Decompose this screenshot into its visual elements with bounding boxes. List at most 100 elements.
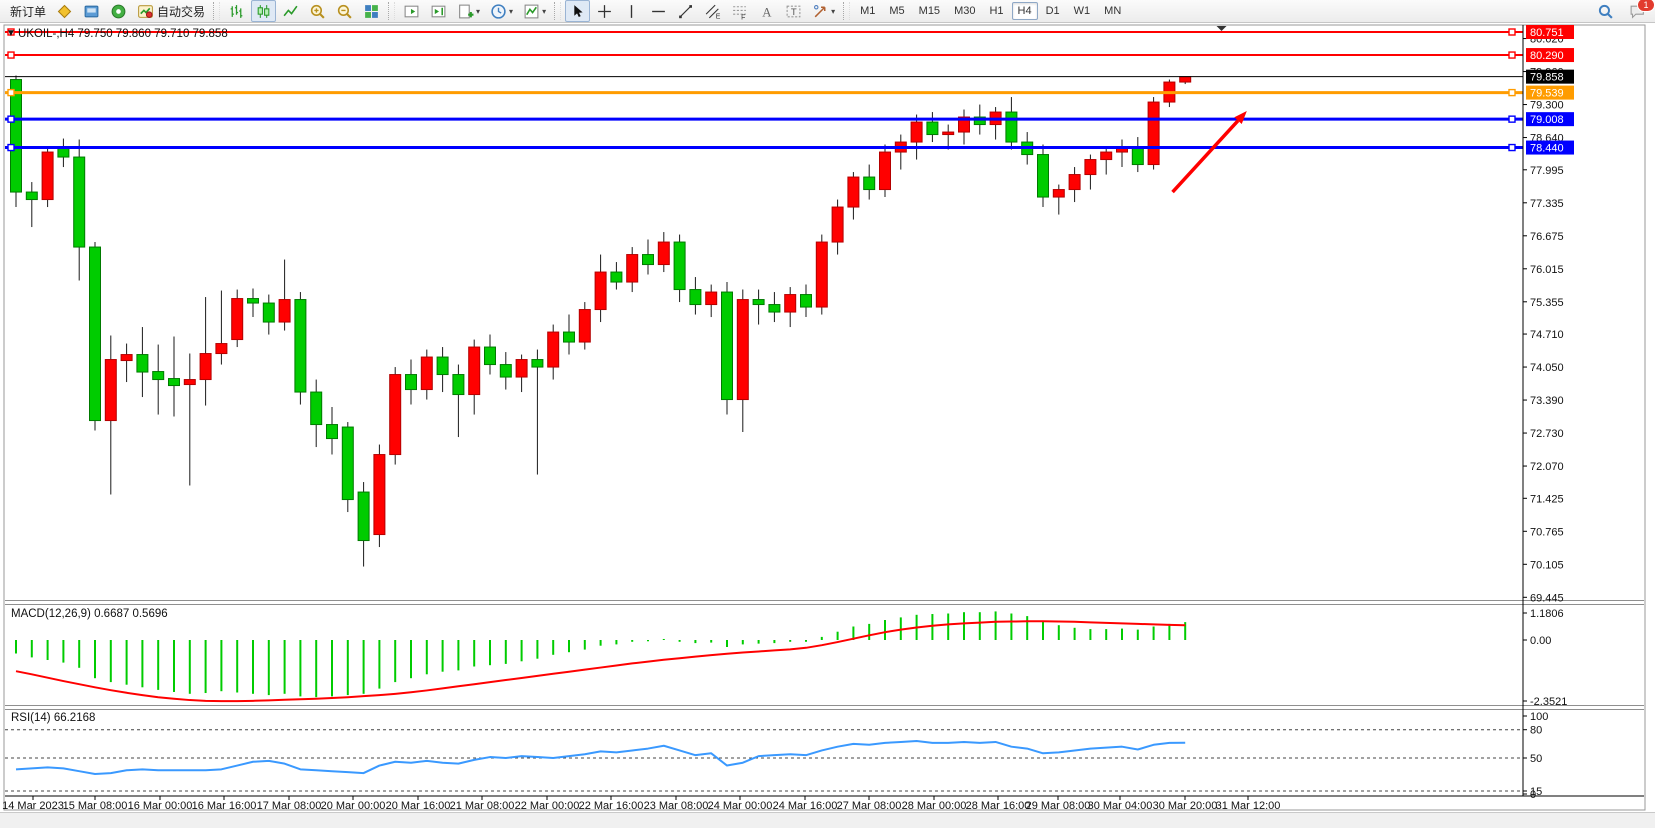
time-tick-label: 23 Mar 08:00 [644, 800, 709, 812]
line-handle[interactable] [7, 115, 15, 123]
line-handle[interactable] [7, 88, 15, 97]
candle-body [768, 304, 781, 313]
price-tick-label: 70.765 [1530, 526, 1564, 538]
symbol-dropdown-icon[interactable]: ▼ [6, 28, 16, 39]
time-tick-label: 24 Mar 16:00 [773, 800, 838, 812]
rsi-tick-label: 80 [1530, 725, 1542, 737]
vertical-line-button[interactable] [619, 0, 644, 22]
price-badge [1526, 85, 1574, 100]
line-handle[interactable] [1508, 88, 1516, 97]
timeframe-button-m1[interactable]: M1 [860, 5, 876, 17]
price-badge-label: 80.290 [1530, 50, 1564, 62]
line-handle[interactable] [1508, 115, 1516, 123]
line-handle[interactable] [1508, 28, 1516, 36]
text-button[interactable]: A [754, 0, 779, 22]
timeframe-button-mn[interactable]: MN [1104, 5, 1122, 17]
tile-windows-button[interactable] [359, 0, 384, 22]
shapes-button[interactable]: ▾ [808, 0, 839, 22]
candle-body [1052, 189, 1065, 198]
trend-arrow[interactable] [1171, 119, 1240, 194]
price-tick-label: 77.995 [1530, 165, 1564, 177]
candle-body [57, 148, 70, 158]
time-tick-label: 16 Mar 16:00 [192, 800, 257, 812]
candle-body [926, 121, 939, 136]
timeframe-button-m5[interactable]: M5 [889, 5, 905, 17]
candle-body [152, 371, 165, 381]
line-handle[interactable] [7, 28, 15, 36]
chart-canvas[interactable]: 80.62079.96079.30078.64077.99577.33576.6… [0, 23, 1655, 813]
timeframe-button-d1[interactable]: D1 [1045, 5, 1060, 17]
chart-shift-button[interactable] [426, 0, 451, 22]
chevron-down-icon[interactable]: ▾ [542, 6, 547, 16]
candle-body [1147, 101, 1160, 166]
notification-badge: 1 [1637, 0, 1655, 12]
candle-body [1037, 154, 1049, 198]
chat-button[interactable]: 1 [1625, 0, 1655, 23]
line-handle[interactable] [7, 143, 15, 152]
periods-button[interactable]: ▾ [486, 0, 517, 22]
search-button[interactable] [1593, 1, 1618, 23]
candle-body [815, 241, 828, 308]
profiles-button[interactable] [79, 0, 104, 22]
crosshair-button[interactable] [592, 0, 617, 22]
candle-body [705, 291, 718, 306]
bar-chart-type-button[interactable] [224, 0, 249, 22]
time-tick-label: 31 Mar 12:00 [1216, 800, 1281, 812]
candle-body [515, 359, 528, 378]
zoom-out-icon [337, 4, 352, 19]
indicators-button[interactable]: ▾ [519, 0, 550, 22]
candle-body [373, 454, 386, 536]
crosshair-icon [598, 4, 611, 18]
timeframe-button-h4[interactable]: H4 [1011, 2, 1038, 20]
price-tick-label: 76.015 [1530, 264, 1564, 276]
indicators-icon [524, 4, 539, 18]
timeframe-button-w1[interactable]: W1 [1073, 5, 1091, 17]
line-handle[interactable] [1508, 51, 1516, 59]
signals-button[interactable] [106, 0, 131, 22]
channel-button[interactable]: E [700, 0, 725, 22]
price-tick-label: 74.050 [1530, 362, 1564, 374]
new-chart-button[interactable]: ▾ [453, 0, 484, 22]
cube-icon [57, 4, 72, 18]
trend-arrow-head [1234, 111, 1247, 125]
zoom-out-button[interactable] [332, 0, 357, 22]
autotrade-button[interactable]: 自动交易 [133, 0, 209, 22]
fibonacci-button[interactable]: F [727, 0, 752, 22]
rsi-tick-label: 100 [1530, 711, 1548, 723]
label-button[interactable]: T [781, 0, 806, 22]
toolbar-separator [213, 2, 221, 20]
trendline-button[interactable] [673, 0, 698, 22]
timeframe-button-m15[interactable]: M15 [918, 5, 941, 17]
chevron-down-icon[interactable]: ▾ [509, 6, 514, 16]
chevron-down-icon[interactable]: ▾ [831, 6, 836, 16]
symbol-ohlc-readout: UKOIL-,H4 79.750 79.860 79.710 79.858 [18, 28, 228, 40]
candle-body [468, 346, 481, 396]
timeframe-button-m30[interactable]: M30 [954, 5, 976, 17]
candle-body [721, 291, 733, 401]
candle-chart-type-button[interactable] [251, 0, 277, 22]
chart-shift-marker[interactable] [1216, 26, 1227, 31]
cursor-button[interactable] [565, 0, 591, 22]
zoom-in-button[interactable] [305, 0, 330, 22]
auto-scroll-button[interactable] [399, 0, 424, 22]
macd-tick-label: 0.00 [1530, 635, 1551, 647]
time-tick-label: 20 Mar 00:00 [321, 800, 386, 812]
chevron-down-icon[interactable]: ▾ [476, 6, 481, 16]
candle-body [958, 116, 970, 133]
time-tick-label: 24 Mar 00:00 [708, 800, 773, 812]
charts-cube-button[interactable] [52, 0, 77, 22]
line-handle[interactable] [1508, 143, 1516, 152]
candle-body [389, 374, 402, 456]
line-handle[interactable] [7, 51, 15, 59]
candle-body [120, 354, 133, 362]
new-order-button[interactable]: 新订单 [3, 0, 50, 22]
candle-body [215, 343, 228, 355]
candle-body [689, 289, 702, 306]
horizontal-line-button[interactable] [646, 0, 671, 22]
candle-body [1100, 151, 1113, 161]
new-order-button-label: 新订单 [10, 4, 47, 19]
price-badge-label: 78.440 [1530, 143, 1564, 155]
timeframe-button-h1[interactable]: H1 [989, 5, 1004, 17]
line-chart-type-button[interactable] [278, 0, 303, 22]
candle-body [547, 331, 560, 368]
